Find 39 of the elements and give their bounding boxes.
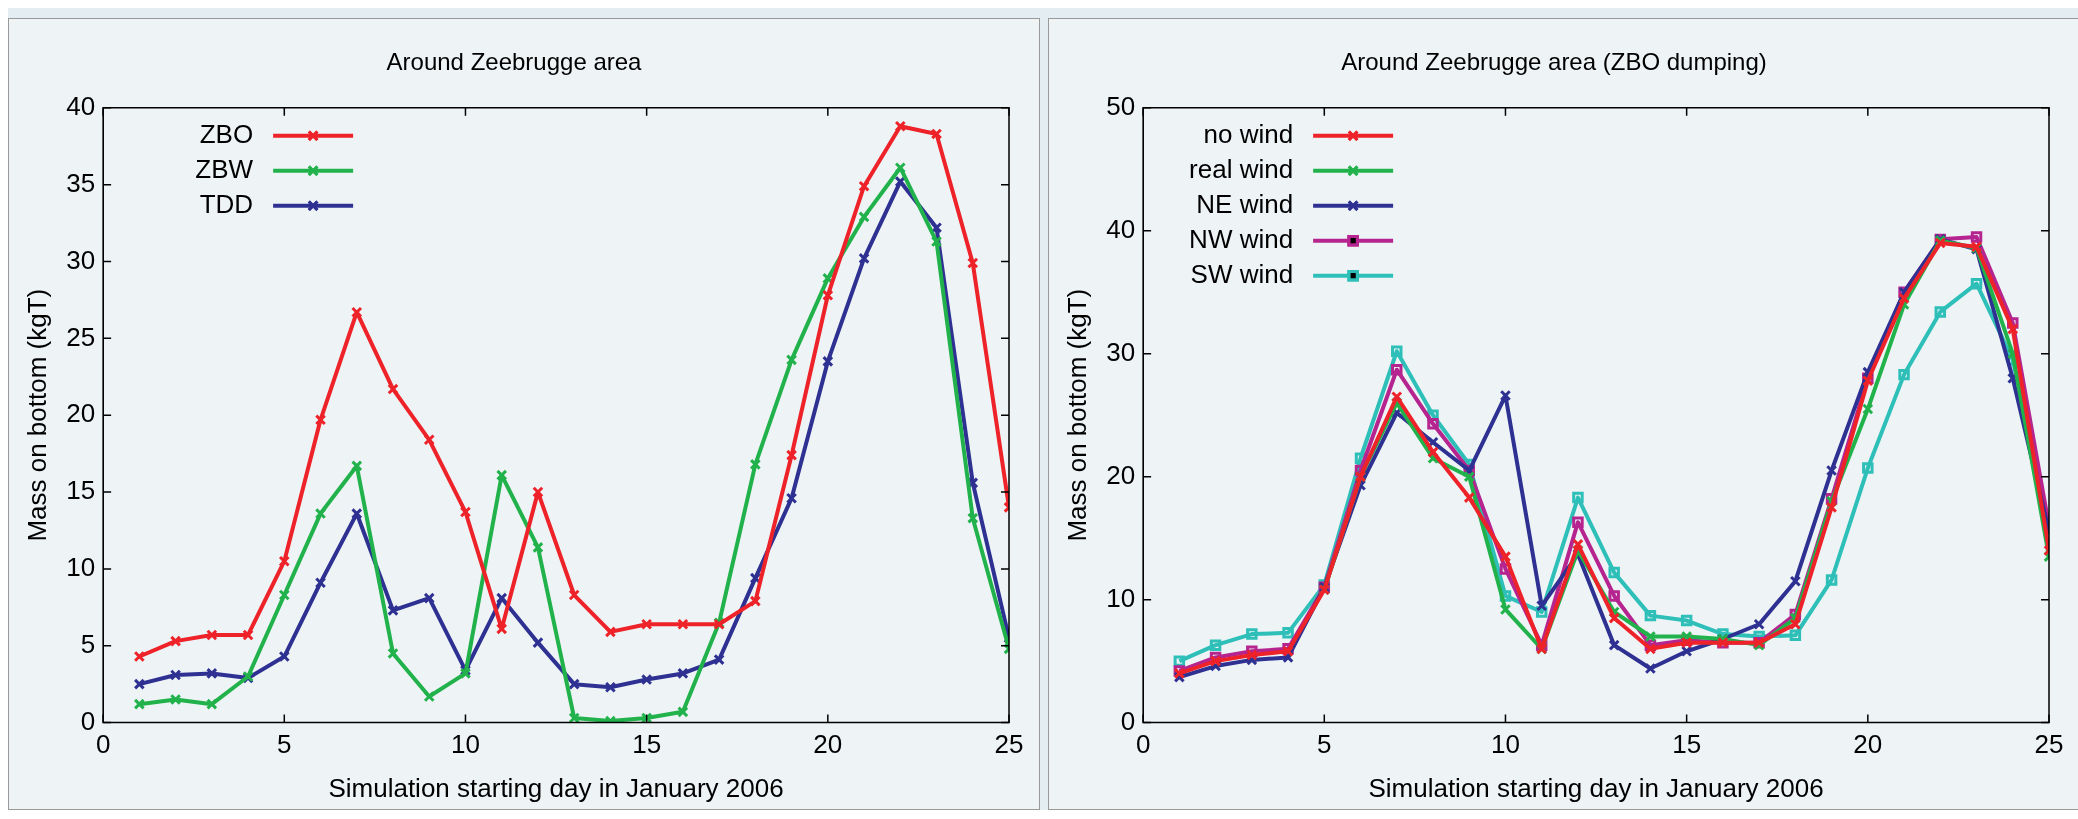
y-tick-label: 35 [66, 167, 96, 198]
y-tick-label: 40 [1106, 213, 1136, 244]
legend-label: ZBW [195, 153, 254, 184]
y-tick-label: 10 [66, 552, 96, 583]
y-tick-label: 25 [66, 321, 96, 352]
legend-label: TDD [199, 188, 254, 219]
y-tick-label: 0 [1120, 705, 1136, 736]
y-axis-title: Mass on bottom (kgT) [1061, 288, 1092, 542]
legend-label: no wind [1203, 118, 1294, 149]
y-tick-label: 50 [1106, 90, 1136, 121]
chart-title: Around Zeebrugge area (ZBO dumping) [1341, 48, 1767, 76]
x-tick-label: 25 [2034, 729, 2064, 760]
y-tick-label: 20 [1106, 459, 1136, 490]
x-axis-title: Simulation starting day in January 2006 [328, 772, 784, 803]
x-tick-label: 5 [1317, 729, 1332, 760]
x-tick-label: 25 [994, 729, 1024, 760]
x-axis-title: Simulation starting day in January 2006 [1368, 772, 1824, 803]
y-tick-label: 40 [66, 90, 96, 121]
x-tick-label: 15 [1672, 729, 1702, 760]
legend-label: NE wind [1196, 188, 1294, 219]
y-tick-label: 5 [80, 628, 96, 659]
legend-label: NW wind [1189, 223, 1294, 254]
legend-label: SW wind [1190, 258, 1294, 289]
y-tick-label: 10 [1106, 582, 1136, 613]
x-tick-label: 10 [1491, 729, 1520, 760]
legend-label: ZBO [199, 118, 254, 149]
x-tick-label: 15 [632, 729, 662, 760]
chart-title: Around Zeebrugge area [386, 48, 643, 76]
y-tick-label: 30 [1106, 336, 1136, 367]
x-tick-label: 5 [277, 729, 292, 760]
y-tick-label: 30 [66, 244, 96, 275]
x-tick-label: 10 [451, 729, 480, 760]
y-tick-label: 0 [80, 705, 96, 736]
y-axis-title: Mass on bottom (kgT) [21, 288, 52, 542]
y-tick-label: 20 [66, 398, 96, 429]
x-tick-label: 20 [1853, 729, 1883, 760]
y-tick-label: 15 [66, 475, 96, 506]
x-tick-label: 20 [813, 729, 843, 760]
legend-label: real wind [1189, 153, 1294, 184]
